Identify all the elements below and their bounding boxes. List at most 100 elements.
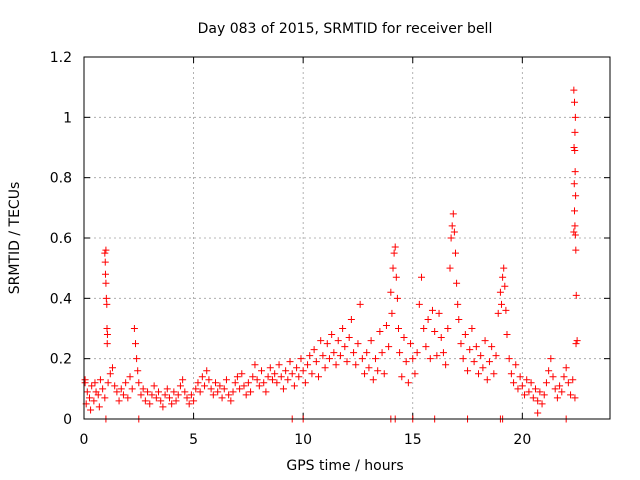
- data-point: [146, 400, 154, 408]
- y-tick-label: 0.4: [50, 291, 72, 307]
- data-point: [545, 367, 553, 375]
- data-point: [255, 382, 263, 390]
- data-point: [422, 343, 430, 351]
- data-point: [308, 370, 316, 378]
- data-point: [101, 270, 109, 278]
- data-point: [144, 388, 152, 396]
- data-point: [81, 376, 89, 384]
- data-point: [88, 382, 96, 390]
- data-point: [321, 364, 329, 372]
- data-point: [192, 385, 200, 393]
- data-point: [389, 264, 397, 272]
- data-point: [413, 349, 421, 357]
- data-point: [354, 340, 362, 348]
- data-point: [461, 331, 469, 339]
- data-point: [301, 379, 309, 387]
- data-point: [103, 300, 111, 308]
- data-point: [273, 379, 281, 387]
- data-point: [538, 400, 546, 408]
- data-point: [502, 306, 510, 314]
- data-point: [334, 337, 342, 345]
- data-point: [498, 300, 506, 308]
- data-point: [304, 361, 312, 369]
- x-axis-label: GPS time / hours: [286, 458, 403, 474]
- data-point: [571, 168, 579, 176]
- data-point: [490, 370, 498, 378]
- data-point: [374, 367, 382, 375]
- data-point: [380, 370, 388, 378]
- data-point: [249, 373, 257, 381]
- data-point: [95, 403, 103, 411]
- data-point: [297, 355, 305, 363]
- data-point: [527, 379, 535, 387]
- data-point: [464, 367, 472, 375]
- data-point: [512, 361, 520, 369]
- data-point: [216, 382, 224, 390]
- data-point: [209, 391, 217, 399]
- data-point: [168, 400, 176, 408]
- data-point: [317, 337, 325, 345]
- data-point: [163, 385, 171, 393]
- data-point: [523, 376, 531, 384]
- data-point: [571, 394, 579, 402]
- data-point: [433, 352, 441, 360]
- x-tick-label: 5: [189, 432, 198, 448]
- data-point: [231, 379, 239, 387]
- data-point: [457, 340, 465, 348]
- data-point: [115, 397, 123, 405]
- data-point: [547, 355, 555, 363]
- data-point: [560, 373, 568, 381]
- data-point: [387, 288, 395, 296]
- data-point: [500, 264, 508, 272]
- data-point: [207, 385, 215, 393]
- data-point: [113, 388, 121, 396]
- data-point: [499, 273, 507, 281]
- data-point: [418, 273, 426, 281]
- data-point: [514, 385, 522, 393]
- data-point: [501, 282, 509, 290]
- data-point: [492, 352, 500, 360]
- data-point: [459, 355, 467, 363]
- data-point: [155, 388, 163, 396]
- data-point: [567, 391, 575, 399]
- data-point: [525, 388, 533, 396]
- data-point: [152, 394, 160, 402]
- data-point: [477, 352, 485, 360]
- data-point: [277, 373, 285, 381]
- data-point: [444, 325, 452, 332]
- data-point: [225, 391, 233, 399]
- data-point: [570, 86, 578, 94]
- data-point: [570, 98, 578, 106]
- data-point: [572, 340, 580, 348]
- data-point: [119, 391, 127, 399]
- data-point: [407, 340, 415, 348]
- data-point: [446, 264, 454, 272]
- data-point: [236, 385, 244, 393]
- data-point: [345, 334, 353, 342]
- data-point: [571, 231, 579, 239]
- data-point: [328, 331, 336, 339]
- data-point: [247, 388, 255, 396]
- data-point: [472, 343, 480, 351]
- chart-title: Day 083 of 2015, SRMTID for receiver bel…: [198, 21, 493, 37]
- data-point: [420, 325, 428, 332]
- data-point: [570, 228, 578, 236]
- data-point: [572, 291, 580, 299]
- data-point: [376, 328, 384, 336]
- data-point: [101, 394, 109, 402]
- data-point: [222, 376, 230, 384]
- data-point: [468, 325, 476, 332]
- data-point: [447, 234, 455, 242]
- data-point: [157, 397, 165, 405]
- data-point: [130, 325, 138, 332]
- data-point: [400, 334, 408, 342]
- data-point: [431, 328, 439, 336]
- data-point: [103, 331, 111, 339]
- data-point: [442, 361, 450, 369]
- data-point: [253, 376, 261, 384]
- data-point: [101, 258, 109, 266]
- data-points: [81, 86, 581, 423]
- data-point: [183, 394, 191, 402]
- data-point: [85, 394, 93, 402]
- data-point: [361, 370, 369, 378]
